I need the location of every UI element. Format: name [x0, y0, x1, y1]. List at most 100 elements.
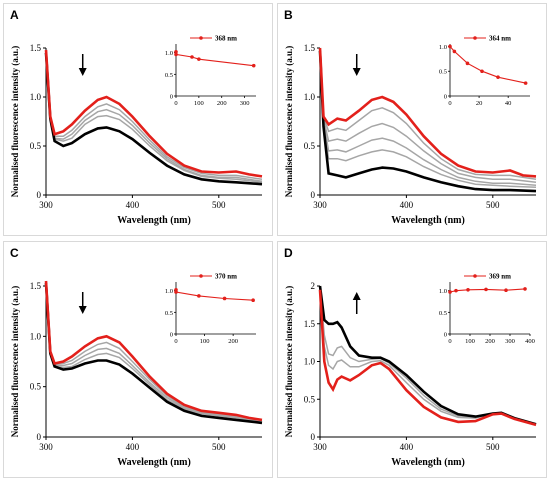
- inset-point: [174, 52, 178, 57]
- y-tick-label: 0: [37, 190, 42, 200]
- inset-point: [197, 294, 201, 298]
- inset-line: [175, 289, 254, 301]
- series-gray: [45, 51, 263, 183]
- panel-a: A 0 0.5 1.0 1.5 300 400 500 Wavelength (nm) Norm…: [3, 3, 273, 236]
- x-axis-label: Wavelength (nm): [117, 457, 191, 468]
- inset-line: [449, 46, 526, 84]
- x-tick-label: 500: [212, 442, 226, 452]
- inset-y-tick-label: 0.5: [439, 310, 447, 317]
- y-axis-label: Normalised fluorescence intensity (a.u.): [284, 286, 294, 438]
- x-axis-label: Wavelength (nm): [391, 215, 465, 226]
- inset-legend-marker: [199, 36, 203, 40]
- inset-point: [496, 75, 500, 79]
- trend-arrow-head: [78, 306, 87, 314]
- inset-point: [480, 69, 484, 74]
- x-tick-label: 500: [486, 442, 500, 452]
- inset-y-tick-label: 0: [444, 332, 447, 339]
- inset-legend-label: 368 nm: [215, 35, 237, 43]
- inset-point: [523, 287, 527, 291]
- inset-legend-label: 369 nm: [489, 273, 511, 281]
- y-tick-label: 1.0: [304, 92, 316, 102]
- x-tick-label: 300: [313, 200, 327, 210]
- panel-label: B: [284, 8, 293, 22]
- panel-b: B 0 0.5 1.0 1.5 300 400 500 Wavelength (nm) Norm…: [277, 3, 547, 236]
- x-tick-label: 500: [486, 200, 500, 210]
- inset-y-tick-label: 1.0: [439, 288, 447, 295]
- inset-x-tick-label: 200: [485, 338, 495, 345]
- y-tick-label: 0: [37, 432, 42, 442]
- series-gray: [319, 49, 537, 186]
- inset-point: [197, 57, 201, 61]
- series-gray: [319, 49, 537, 184]
- panel-label: D: [284, 246, 293, 260]
- series-red: [44, 280, 263, 422]
- x-tick-label: 300: [39, 442, 53, 452]
- inset-legend-marker: [199, 274, 203, 278]
- inset-x-tick-label: 100: [200, 338, 210, 345]
- series-black: [318, 285, 537, 426]
- x-axis-label: Wavelength (nm): [391, 457, 465, 468]
- y-tick-label: 0.5: [30, 141, 42, 151]
- inset-point: [466, 288, 470, 292]
- inset-x-tick-label: 0: [174, 338, 177, 345]
- inset-x-tick-label: 0: [448, 100, 451, 107]
- inset-x-tick-label: 40: [505, 100, 512, 107]
- inset-point: [484, 287, 488, 292]
- series-gray: [45, 51, 263, 181]
- inset-legend-marker: [473, 274, 477, 278]
- chart-a: 0 0.5 1.0 1.5 300 400 500 Wavelength (nm) Normal…: [10, 35, 263, 226]
- y-tick-label: 0: [311, 190, 316, 200]
- inset-point: [504, 288, 508, 293]
- inset-x-tick-label: 300: [240, 100, 250, 107]
- y-tick-label: 0: [311, 432, 316, 442]
- inset-point: [452, 49, 457, 54]
- series-gray: [45, 282, 263, 423]
- inset-x-tick-label: 20: [476, 100, 483, 107]
- series-black: [318, 50, 537, 193]
- x-tick-label: 300: [39, 200, 53, 210]
- inset-x-tick-label: 200: [228, 338, 238, 345]
- inset-x-tick-label: 0: [174, 100, 177, 107]
- inset-line: [175, 51, 254, 67]
- inset-y-tick-label: 0.5: [165, 310, 173, 317]
- y-tick-label: 0.5: [304, 141, 316, 151]
- y-tick-label: 1.5: [30, 281, 42, 291]
- inset-x-tick-label: 100: [465, 338, 475, 345]
- inset-y-tick-label: 0.5: [439, 69, 447, 76]
- series-red: [44, 49, 263, 178]
- inset-x-tick-label: 300: [505, 338, 515, 345]
- y-axis-label: Normalised fluorescence intensity (a.u.): [284, 46, 294, 198]
- series-red: [318, 47, 537, 178]
- y-tick-label: 2: [311, 281, 316, 291]
- x-tick-label: 400: [126, 200, 140, 210]
- series-gray: [319, 49, 537, 188]
- inset-point: [448, 44, 452, 49]
- x-axis-label: Wavelength (nm): [117, 215, 191, 226]
- series-gray: [45, 51, 263, 184]
- y-axis-label: Normalised fluorescence intensity (a.u.): [10, 286, 20, 438]
- inset-point: [190, 55, 194, 59]
- x-tick-label: 500: [212, 200, 226, 210]
- series-black: [44, 282, 263, 425]
- inset-point: [251, 298, 255, 302]
- trend-arrow-head: [352, 292, 361, 300]
- y-tick-label: 1.5: [304, 319, 316, 329]
- inset-legend-label: 370 nm: [215, 273, 237, 281]
- panel-label: C: [10, 246, 19, 260]
- series-gray: [45, 281, 263, 423]
- y-tick-label: 0.5: [304, 394, 316, 404]
- series-gray: [319, 49, 537, 181]
- inset-y-tick-label: 1.0: [165, 288, 173, 295]
- inset-legend-label: 364 nm: [489, 35, 511, 43]
- x-tick-label: 400: [400, 442, 414, 452]
- inset-point: [174, 50, 178, 54]
- inset-point: [448, 290, 452, 294]
- inset-point: [523, 81, 528, 85]
- y-tick-label: 1.0: [30, 331, 42, 341]
- inset-point: [222, 296, 227, 301]
- y-tick-label: 1.0: [30, 92, 42, 102]
- inset-y-tick-label: 0: [444, 94, 447, 101]
- chart-c: 0 0.5 1.0 1.5 300 400 500 Wavelength (nm) Normal…: [10, 273, 263, 468]
- inset-y-tick-label: 1.0: [165, 50, 173, 57]
